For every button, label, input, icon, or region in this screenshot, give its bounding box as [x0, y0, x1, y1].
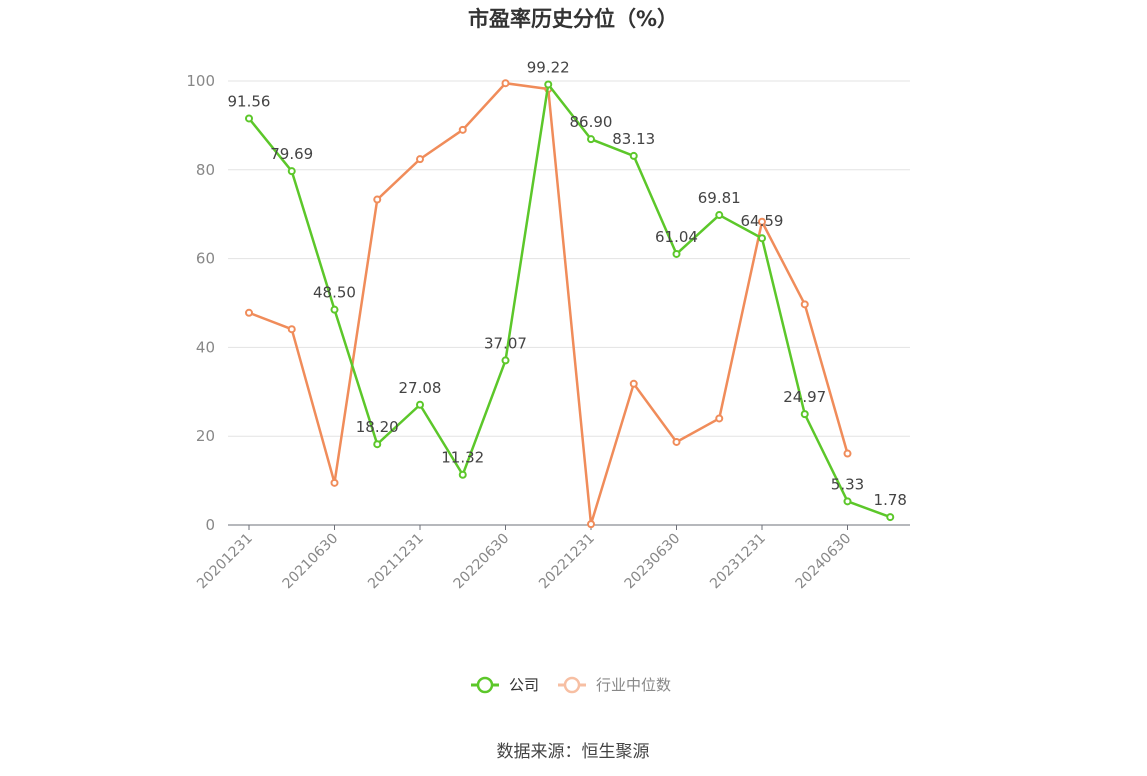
- x-tick-label: 20211231: [365, 531, 427, 593]
- y-tick-label: 80: [196, 161, 215, 179]
- legend-marker: [476, 676, 494, 694]
- data-point[interactable]: [672, 437, 681, 446]
- data-point[interactable]: [458, 125, 467, 134]
- data-point[interactable]: [287, 325, 296, 334]
- data-point[interactable]: [843, 449, 852, 458]
- data-point[interactable]: [587, 135, 595, 144]
- data-point[interactable]: [629, 151, 638, 160]
- data-point[interactable]: [758, 217, 766, 226]
- data-point[interactable]: [245, 308, 253, 317]
- legend-marker: [563, 676, 581, 694]
- data-source: 数据来源：恒生聚源: [497, 742, 650, 762]
- data-label: 91.56: [228, 92, 271, 110]
- data-point[interactable]: [843, 497, 852, 506]
- data-point[interactable]: [501, 79, 510, 88]
- y-tick-label: 100: [186, 72, 215, 90]
- data-label: 1.78: [874, 491, 907, 509]
- data-point[interactable]: [886, 513, 895, 522]
- y-tick-label: 20: [196, 427, 215, 445]
- data-point[interactable]: [458, 470, 467, 479]
- series-line-0: [248, 83, 891, 519]
- data-point[interactable]: [330, 478, 339, 487]
- data-label: 37.07: [484, 334, 527, 352]
- legend-item-1[interactable]: 行业中位数: [558, 676, 671, 694]
- data-point[interactable]: [544, 80, 553, 89]
- legend-label: 公司: [509, 676, 539, 694]
- data-label: 64.59: [741, 212, 784, 230]
- grid: [228, 80, 910, 437]
- data-point[interactable]: [800, 300, 809, 309]
- data-point[interactable]: [330, 305, 339, 314]
- data-point[interactable]: [715, 414, 724, 423]
- data-label: 86.90: [570, 113, 613, 131]
- data-point[interactable]: [416, 400, 424, 409]
- data-point[interactable]: [416, 155, 424, 164]
- y-tick-label: 60: [196, 250, 215, 268]
- data-label: 27.08: [399, 379, 442, 397]
- data-label: 18.20: [356, 418, 399, 436]
- data-point[interactable]: [715, 211, 724, 220]
- data-labels: 91.56 79.69 48.50 18.20 27.08 11.32 37.07 99.22…: [228, 58, 907, 509]
- x-tick-label: 20231231: [707, 531, 769, 593]
- data-label: 61.04: [655, 228, 698, 246]
- y-tick-label: 40: [196, 338, 215, 356]
- x-tick-label: 20210630: [280, 531, 342, 593]
- data-label: 69.81: [698, 189, 741, 207]
- data-point[interactable]: [629, 379, 638, 388]
- legend-label: 行业中位数: [596, 676, 671, 694]
- x-tick-label: 20221231: [536, 531, 598, 593]
- data-point[interactable]: [287, 167, 296, 176]
- x-tick-label: 20230630: [622, 531, 684, 593]
- chart-title: 市盈率历史分位（%）: [468, 7, 678, 31]
- data-point[interactable]: [245, 114, 253, 123]
- data-point[interactable]: [800, 410, 809, 419]
- data-label: 11.32: [441, 449, 484, 467]
- legend[interactable]: 公司 行业中位数: [471, 676, 671, 694]
- data-label: 79.69: [270, 145, 313, 163]
- x-tick-label: 20220630: [451, 531, 513, 593]
- data-label: 83.13: [612, 130, 655, 148]
- data-label: 99.22: [527, 58, 570, 76]
- legend-item-0[interactable]: 公司: [471, 676, 539, 694]
- x-tick-label: 20240630: [793, 531, 855, 593]
- data-point[interactable]: [587, 520, 595, 529]
- data-label: 5.33: [831, 475, 864, 493]
- data-label: 48.50: [313, 284, 356, 302]
- data-point[interactable]: [758, 234, 766, 243]
- series-line-1: [248, 81, 849, 526]
- data-label: 24.97: [783, 388, 826, 406]
- series: [245, 79, 895, 529]
- y-tick-label: 0: [205, 516, 215, 534]
- data-point[interactable]: [373, 440, 382, 449]
- data-point[interactable]: [501, 356, 510, 365]
- x-tick-label: 20201231: [194, 531, 256, 593]
- data-point[interactable]: [672, 249, 681, 258]
- data-point[interactable]: [373, 195, 382, 204]
